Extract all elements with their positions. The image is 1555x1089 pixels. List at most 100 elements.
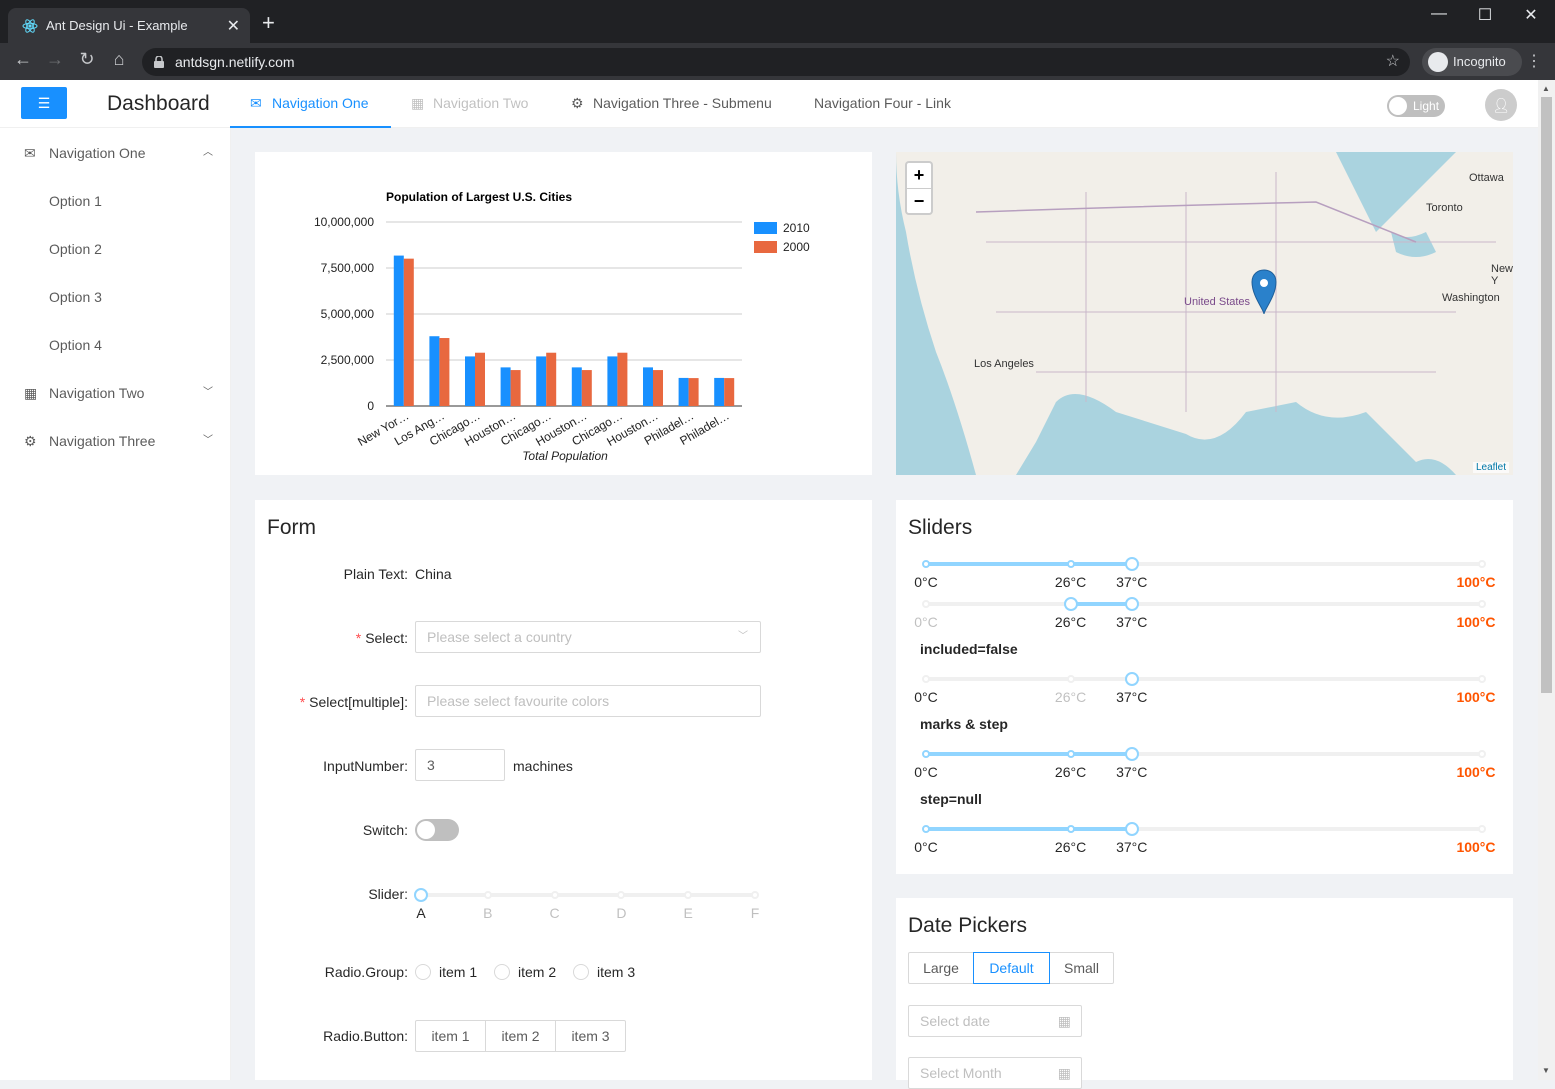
scrollbar-thumb[interactable]: [1541, 97, 1552, 693]
tab-navigation-three-submenu[interactable]: ⚙ Navigation Three - Submenu: [571, 80, 772, 128]
temperature-slider-dot[interactable]: [922, 825, 930, 833]
radio-button-item-3[interactable]: item 3: [555, 1020, 626, 1052]
size-large-button[interactable]: Large: [908, 952, 974, 984]
temperature-slider-dot[interactable]: [922, 600, 930, 608]
map[interactable]: Ottawa Toronto New Y Washington United S…: [896, 152, 1513, 475]
sidebar-item-option-1[interactable]: Option 1: [0, 181, 230, 221]
slider-dot[interactable]: [751, 891, 759, 899]
incognito-badge[interactable]: Incognito: [1422, 48, 1522, 76]
sidebar-item-navigation-two[interactable]: ▦ Navigation Two ﹀: [0, 373, 230, 413]
colors-multi-select[interactable]: Please select favourite colors: [415, 685, 761, 717]
size-small-button[interactable]: Small: [1049, 952, 1114, 984]
bar-2000[interactable]: [403, 258, 414, 406]
radio-item-3[interactable]: [573, 964, 589, 980]
zoom-out-button[interactable]: −: [907, 188, 931, 213]
temperature-slider-handle[interactable]: [1124, 747, 1139, 761]
sidebar-item-option-2[interactable]: Option 2: [0, 229, 230, 269]
temperature-slider-dot[interactable]: [922, 560, 930, 568]
tab-navigation-one[interactable]: ✉ Navigation One: [230, 80, 391, 128]
temperature-slider-dot[interactable]: [922, 750, 930, 758]
close-window-icon[interactable]: ✕: [1524, 7, 1538, 24]
bar-2000[interactable]: [510, 370, 521, 406]
theme-switch[interactable]: Light: [1387, 95, 1445, 117]
temperature-slider-dot[interactable]: [922, 675, 930, 683]
temperature-slider-dot[interactable]: [1066, 750, 1075, 758]
avatar[interactable]: 👤︎: [1485, 89, 1517, 121]
slider-handle[interactable]: [414, 888, 428, 902]
temperature-slider-track[interactable]: [926, 827, 1482, 831]
bar-2000[interactable]: [653, 370, 663, 406]
bar-2010[interactable]: [678, 377, 689, 406]
bar-2000[interactable]: [581, 370, 592, 406]
bar-2010[interactable]: [536, 356, 547, 406]
bar-2010[interactable]: [500, 367, 511, 406]
menu-fold-button[interactable]: ☰: [21, 87, 67, 119]
temperature-slider-dot[interactable]: [1478, 825, 1486, 833]
home-icon[interactable]: ⌂: [113, 49, 125, 69]
temperature-slider-handle[interactable]: [1124, 822, 1139, 836]
temperature-slider-track[interactable]: [926, 677, 1482, 681]
zoom-in-button[interactable]: +: [913, 165, 925, 185]
bookmark-star-icon[interactable]: ☆: [1385, 53, 1400, 70]
forward-icon[interactable]: →: [46, 49, 64, 69]
radio-item-2[interactable]: [494, 964, 510, 980]
slider-dot[interactable]: [684, 891, 693, 899]
minimize-icon[interactable]: —: [1431, 5, 1447, 22]
sidebar-item-navigation-one[interactable]: ✉ Navigation One ︿: [0, 133, 230, 173]
slider-dot[interactable]: [483, 891, 492, 899]
close-tab-icon[interactable]: ✕: [226, 18, 240, 35]
temperature-slider-track[interactable]: [926, 752, 1482, 756]
bar-2000[interactable]: [724, 378, 735, 406]
browser-tab[interactable]: Ant Design Ui - Example ✕: [8, 8, 250, 43]
reload-icon[interactable]: ↻: [79, 49, 95, 69]
bar-2010[interactable]: [571, 367, 582, 406]
temperature-slider-dot[interactable]: [1066, 560, 1075, 568]
bar-2000[interactable]: [617, 352, 628, 406]
bar-2000[interactable]: [546, 352, 557, 406]
country-select[interactable]: Please select a country ﹀: [415, 621, 761, 653]
bar-2010[interactable]: [643, 367, 653, 406]
slider-track[interactable]: [421, 893, 755, 897]
scroll-down-icon[interactable]: ▼: [1542, 1066, 1550, 1075]
slider-dot[interactable]: [550, 891, 559, 899]
temperature-slider-dot[interactable]: [1478, 675, 1486, 683]
tab-navigation-four-link[interactable]: Navigation Four - Link: [814, 80, 951, 128]
scroll-up-icon[interactable]: ▲: [1542, 84, 1550, 93]
bar-2010[interactable]: [714, 377, 725, 406]
temperature-slider-dot[interactable]: [1478, 600, 1486, 608]
browser-menu-icon[interactable]: ⋮: [1526, 53, 1542, 70]
bar-2000[interactable]: [688, 378, 699, 406]
sidebar-item-option-3[interactable]: Option 3: [0, 277, 230, 317]
temperature-slider-dot[interactable]: [1066, 825, 1075, 833]
temperature-slider-dot[interactable]: [1478, 560, 1486, 568]
size-default-button[interactable]: Default: [973, 952, 1050, 984]
machines-input-number[interactable]: 3: [415, 749, 505, 781]
slider-dot[interactable]: [617, 891, 626, 899]
address-bar[interactable]: antdsgn.netlify.com ☆: [142, 48, 1410, 76]
sidebar-item-navigation-three[interactable]: ⚙ Navigation Three ﹀: [0, 421, 230, 461]
leaflet-attribution[interactable]: Leaflet: [1472, 462, 1509, 473]
temperature-slider-dot[interactable]: [1478, 750, 1486, 758]
bar-2010[interactable]: [465, 356, 475, 406]
maximize-icon[interactable]: ☐: [1477, 7, 1493, 24]
back-icon[interactable]: ←: [14, 49, 32, 69]
bar-2000[interactable]: [439, 338, 450, 406]
radio-button-item-2[interactable]: item 2: [485, 1020, 556, 1052]
bar-2010[interactable]: [393, 255, 404, 406]
date-picker[interactable]: Select date ▦: [908, 1005, 1082, 1037]
sidebar-item-option-4[interactable]: Option 4: [0, 325, 230, 365]
temperature-slider-handle[interactable]: [1124, 672, 1139, 686]
bar-2010[interactable]: [607, 356, 618, 406]
temperature-slider-handle[interactable]: [1124, 557, 1139, 571]
radio-item-1[interactable]: [415, 964, 431, 980]
month-picker[interactable]: Select Month ▦: [908, 1057, 1082, 1089]
temperature-slider-dot[interactable]: [1066, 675, 1075, 683]
radio-button-item-1[interactable]: item 1: [415, 1020, 486, 1052]
page-scrollbar[interactable]: ▲ ▼: [1538, 80, 1555, 1080]
temperature-slider-track[interactable]: [926, 562, 1482, 566]
new-tab-icon[interactable]: +: [262, 10, 275, 35]
map-marker-icon[interactable]: [1251, 269, 1277, 315]
temperature-slider-handle[interactable]: [1124, 597, 1139, 611]
form-switch[interactable]: [415, 819, 459, 841]
bar-2000[interactable]: [475, 352, 485, 406]
